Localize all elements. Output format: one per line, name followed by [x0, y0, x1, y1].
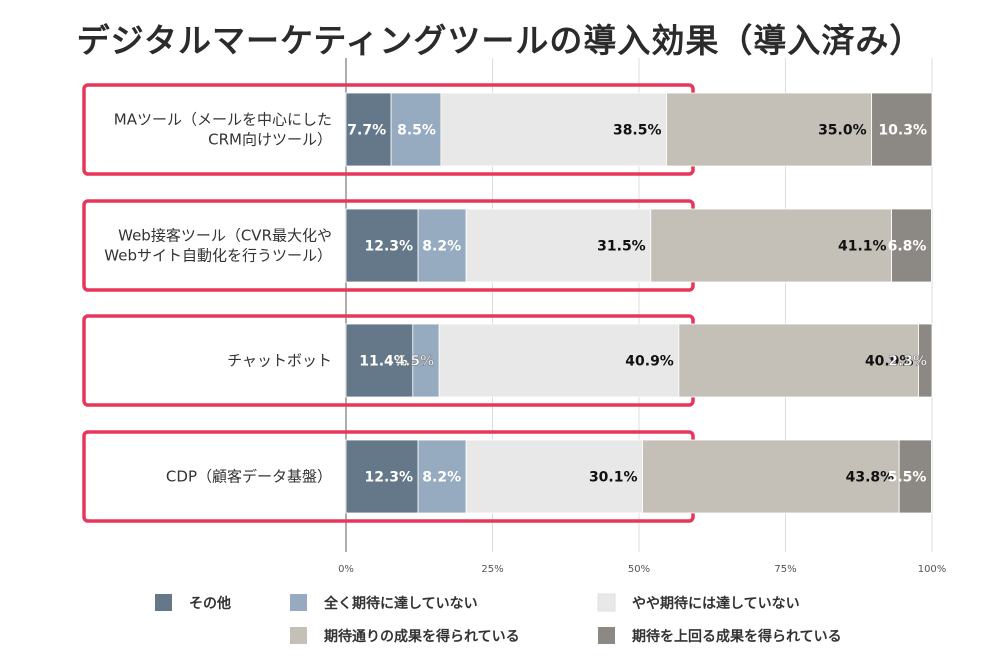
bar-segment	[345, 439, 419, 514]
bar-segment	[678, 323, 919, 398]
value-label: 31.5%	[597, 239, 646, 255]
legend-label: 期待を上回る成果を得られている	[632, 628, 842, 645]
bar-segment	[345, 92, 392, 167]
legend-label: やや期待には達していない	[632, 595, 800, 612]
bar-segment	[440, 92, 667, 167]
bar-segment	[417, 208, 467, 283]
value-label: 12.3%	[364, 239, 413, 255]
bar-segment	[918, 323, 933, 398]
category-label: CDP（顧客データ基盤）	[166, 468, 332, 486]
legend-swatch	[597, 593, 616, 612]
bar-segment	[417, 439, 467, 514]
bar-segment	[465, 439, 643, 514]
value-label: 40.9%	[865, 354, 914, 370]
category-label: チャットボット	[227, 352, 332, 370]
category-label: MAツール（メールを中心にした	[114, 111, 332, 129]
value-label: 30.1%	[589, 470, 638, 486]
bar-segment	[891, 208, 932, 283]
value-label: 6.8%	[888, 239, 927, 255]
value-label: 7.7%	[347, 123, 386, 139]
bar-segment	[666, 92, 873, 167]
legend-swatch	[290, 627, 307, 644]
bar-segment	[871, 92, 933, 167]
legend-swatch	[290, 594, 307, 611]
value-label: 35.0%	[818, 123, 867, 139]
legend-label: 期待通りの成果を得られている	[324, 628, 520, 645]
legend-label: 全く期待に達していない	[323, 595, 478, 612]
x-tick-label: 50%	[628, 564, 650, 575]
bar-segment	[390, 92, 442, 167]
x-tick-label: 25%	[481, 564, 503, 575]
legend-swatch	[155, 594, 172, 611]
category-label: Web接客ツール（CVR最大化や	[118, 227, 332, 245]
value-label: 40.9%	[625, 354, 674, 370]
value-label: 8.5%	[397, 123, 436, 139]
value-label: 11.4%	[359, 354, 408, 370]
chart-title: デジタルマーケティングツールの導入効果（導入済み）	[76, 21, 924, 60]
x-tick-label: 100%	[918, 564, 947, 575]
value-label: 12.3%	[364, 470, 413, 486]
legend-label: その他	[189, 595, 231, 612]
value-label: 38.5%	[613, 123, 662, 139]
bar-segment	[898, 439, 932, 514]
value-label: 10.3%	[878, 123, 927, 139]
bar-segment	[345, 208, 419, 283]
category-label: CRM向けツール）	[208, 131, 332, 149]
value-label: 8.2%	[422, 470, 461, 486]
value-label: 4.5%	[395, 354, 434, 370]
value-label: 43.8%	[846, 470, 895, 486]
value-label: 41.1%	[838, 239, 887, 255]
bar-segment	[642, 439, 900, 514]
legend-swatch	[598, 627, 615, 644]
value-label: 2.3%	[888, 354, 927, 370]
value-label: 5.5%	[888, 470, 927, 486]
bar-segment	[650, 208, 892, 283]
bar-segment	[412, 323, 440, 398]
bar-segment	[438, 323, 680, 398]
value-label: 8.2%	[422, 239, 461, 255]
category-label: Webサイト自動化を行うツール）	[104, 247, 332, 265]
bar-segment	[465, 208, 652, 283]
x-tick-label: 75%	[774, 564, 796, 575]
x-tick-label: 0%	[338, 564, 354, 575]
